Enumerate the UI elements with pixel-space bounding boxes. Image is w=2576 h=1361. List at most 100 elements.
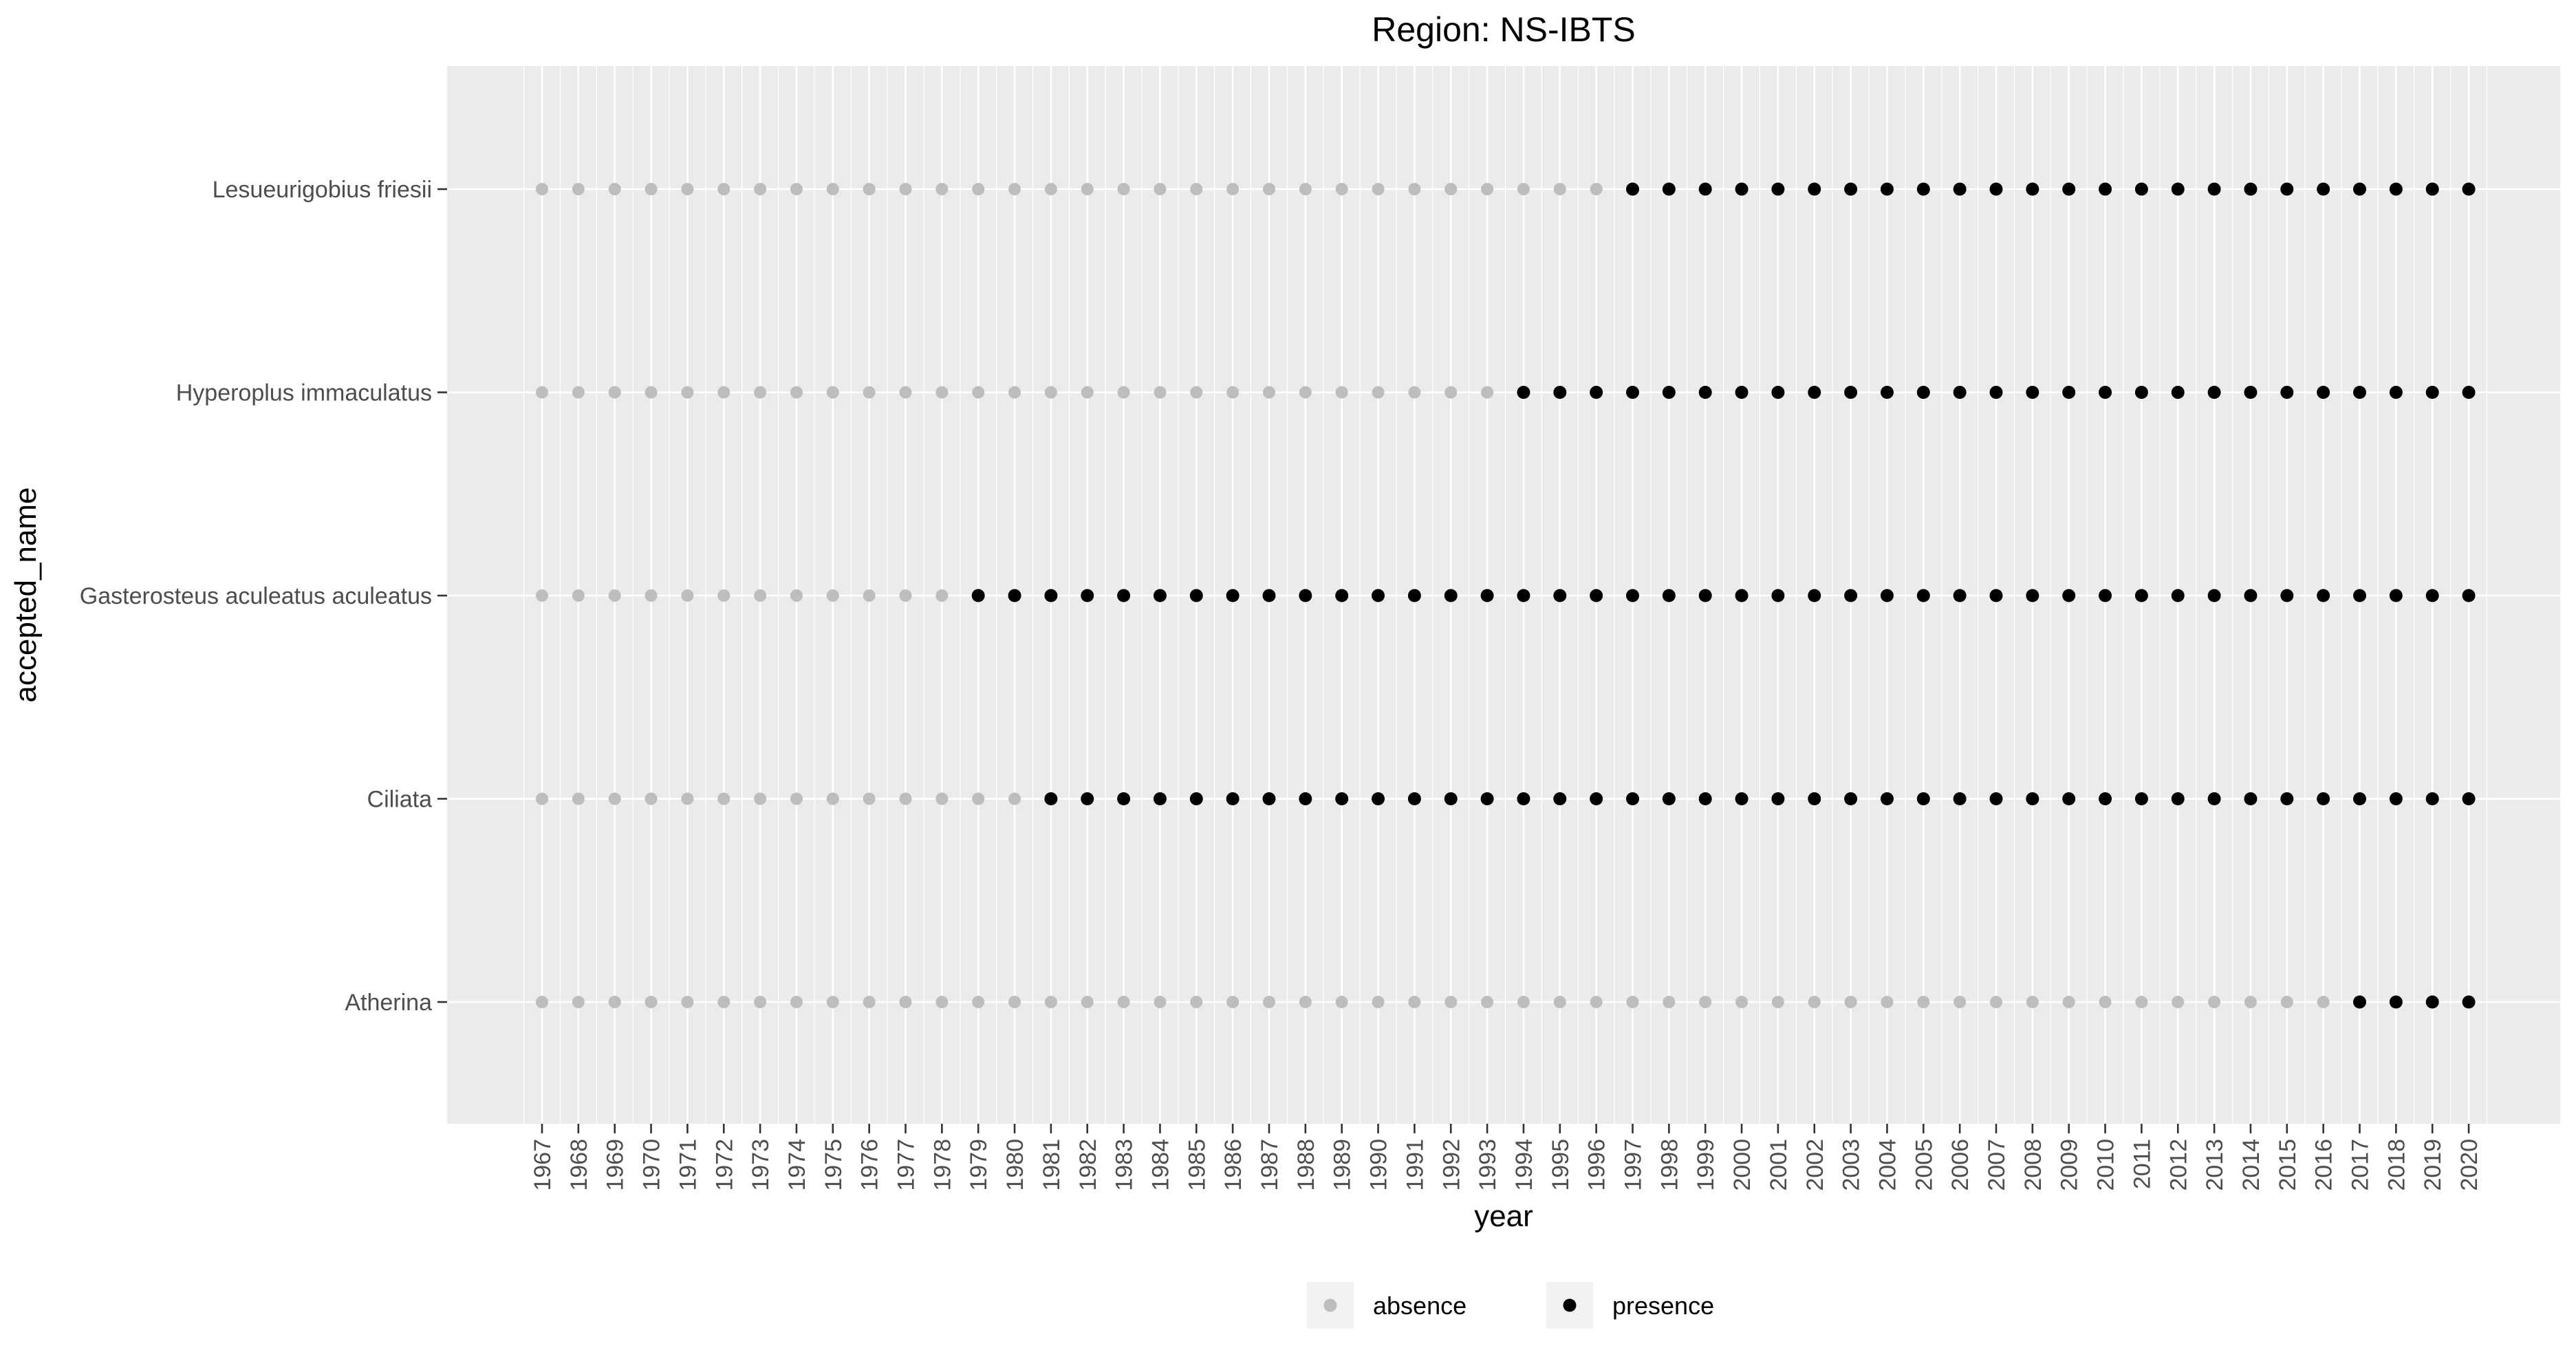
presence-point: Ciliata 1997: presence <box>1626 792 1639 805</box>
x-tick-label: 1992 <box>1438 1139 1464 1191</box>
absence-point: Ciliata 1968: absence <box>572 792 585 805</box>
presence-point: Gasterosteus aculeatus aculeatus 2006: p… <box>1953 589 1967 602</box>
presence-point: Gasterosteus aculeatus aculeatus 1985: p… <box>1189 589 1203 602</box>
absence-point: Gasterosteus aculeatus aculeatus 1969: a… <box>608 589 621 602</box>
y-tick-label: Ciliata <box>367 787 433 813</box>
absence-point: Atherina 1968: absence <box>572 996 585 1008</box>
presence-point: Gasterosteus aculeatus aculeatus 2012: p… <box>2171 589 2185 602</box>
x-tick-label: 2003 <box>1839 1139 1865 1191</box>
absence-point: Atherina 1991: absence <box>1408 996 1421 1008</box>
x-tick-label: 1984 <box>1147 1139 1173 1191</box>
absence-point: Lesueurigobius friesii 1973: absence <box>754 183 767 195</box>
absence-point: Hyperoplus immaculatus 1984: absence <box>1154 386 1167 399</box>
presence-point: Hyperoplus immaculatus 1994: presence <box>1517 386 1530 399</box>
absence-point: Atherina 1987: absence <box>1263 996 1275 1008</box>
presence-point: Hyperoplus immaculatus 2004: presence <box>1880 386 1894 399</box>
presence-point: Lesueurigobius friesii 2003: presence <box>1844 182 1858 196</box>
absence-point: Atherina 2002: absence <box>1808 996 1821 1008</box>
presence-point: Ciliata 2020: presence <box>2462 792 2476 805</box>
x-tick-label: 2015 <box>2275 1139 2301 1191</box>
presence-point: Lesueurigobius friesii 2019: presence <box>2425 182 2439 196</box>
absence-point: Atherina 2011: absence <box>2135 996 2148 1008</box>
presence-point: Hyperoplus immaculatus 2013: presence <box>2207 386 2221 399</box>
x-tick-label: 2000 <box>1729 1139 1755 1191</box>
legend-item-presence: presence <box>1546 1282 1714 1329</box>
absence-point: Lesueurigobius friesii 1984: absence <box>1154 183 1167 195</box>
presence-point: Ciliata 1989: presence <box>1335 792 1349 805</box>
x-tick-label: 2009 <box>2057 1139 2083 1191</box>
absence-point: Atherina 1984: absence <box>1154 996 1167 1008</box>
absence-point: Atherina 1973: absence <box>754 996 767 1008</box>
absence-point: Lesueurigobius friesii 1978: absence <box>935 183 949 195</box>
absence-point: Hyperoplus immaculatus 1974: absence <box>790 386 803 399</box>
absence-point: Hyperoplus immaculatus 1982: absence <box>1081 386 1094 399</box>
absence-point: Ciliata 1974: absence <box>790 792 803 805</box>
presence-point: Ciliata 1987: presence <box>1262 792 1276 805</box>
absence-point: Hyperoplus immaculatus 1987: absence <box>1263 386 1275 399</box>
y-tick-label: Gasterosteus aculeatus aculeatus <box>80 583 432 609</box>
x-tick-label: 2004 <box>1874 1139 1901 1191</box>
presence-point: Atherina 2019: presence <box>2425 995 2439 1009</box>
presence-point: Ciliata 2016: presence <box>2317 792 2330 805</box>
presence-point: Gasterosteus aculeatus aculeatus 2003: p… <box>1844 589 1858 602</box>
absence-point: Gasterosteus aculeatus aculeatus 1976: a… <box>863 589 876 602</box>
absence-point: Lesueurigobius friesii 1980: absence <box>1008 183 1021 195</box>
presence-point: Hyperoplus immaculatus 1997: presence <box>1626 386 1639 399</box>
absence-point: Lesueurigobius friesii 1996: absence <box>1590 183 1603 195</box>
absence-point: Gasterosteus aculeatus aculeatus 1968: a… <box>572 589 585 602</box>
y-tick-label: Atherina <box>345 990 432 1016</box>
presence-point: Gasterosteus aculeatus aculeatus 1999: p… <box>1698 589 1712 602</box>
x-tick-label: 1986 <box>1220 1139 1246 1191</box>
absence-point: Atherina 2004: absence <box>1881 996 1894 1008</box>
absence-point: Atherina 1995: absence <box>1553 996 1566 1008</box>
presence-point: Gasterosteus aculeatus aculeatus 2018: p… <box>2389 589 2403 602</box>
absence-point: Lesueurigobius friesii 1994: absence <box>1517 183 1530 195</box>
absence-point: Hyperoplus immaculatus 1971: absence <box>681 386 694 399</box>
absence-point: Atherina 1975: absence <box>826 996 839 1008</box>
presence-point: Hyperoplus immaculatus 2017: presence <box>2353 386 2366 399</box>
presence-point: Lesueurigobius friesii 2013: presence <box>2207 182 2221 196</box>
x-tick-label: 2008 <box>2020 1139 2046 1191</box>
absence-point: Lesueurigobius friesii 1985: absence <box>1190 183 1203 195</box>
absence-point: Ciliata 1970: absence <box>645 792 658 805</box>
absence-point: Hyperoplus immaculatus 1993: absence <box>1481 386 1494 399</box>
x-axis-ticks: 1967 1968 1969 1970 1971 1972 1973 1974 1975 1976… <box>530 1124 2482 1191</box>
x-tick-label: 2001 <box>1766 1139 1792 1191</box>
x-tick-label: 1988 <box>1293 1139 1319 1191</box>
absence-point: Hyperoplus immaculatus 1981: absence <box>1044 386 1057 399</box>
x-tick-label: 2006 <box>1947 1139 1973 1191</box>
presence-point: Gasterosteus aculeatus aculeatus 1988: p… <box>1299 589 1312 602</box>
absence-point: Ciliata 1972: absence <box>717 792 730 805</box>
x-tick-label: 1982 <box>1075 1139 1101 1191</box>
absence-point: Hyperoplus immaculatus 1978: absence <box>935 386 949 399</box>
presence-point: Lesueurigobius friesii 2004: presence <box>1880 182 1894 196</box>
presence-point: Gasterosteus aculeatus aculeatus 1998: p… <box>1662 589 1676 602</box>
presence-point: Gasterosteus aculeatus aculeatus 2002: p… <box>1808 589 1821 602</box>
absence-point: Lesueurigobius friesii 1993: absence <box>1481 183 1494 195</box>
presence-point: Lesueurigobius friesii 2016: presence <box>2317 182 2330 196</box>
absence-point: Atherina 2014: absence <box>2244 996 2257 1008</box>
presence-point: Lesueurigobius friesii 2015: presence <box>2280 182 2294 196</box>
presence-point: Gasterosteus aculeatus aculeatus 2016: p… <box>2317 589 2330 602</box>
x-tick-label: 2014 <box>2238 1139 2264 1191</box>
presence-point: Lesueurigobius friesii 2014: presence <box>2244 182 2258 196</box>
series-presence: Lesueurigobius friesii 1997: presence Les… <box>971 182 2476 1009</box>
absence-point: Lesueurigobius friesii 1987: absence <box>1263 183 1275 195</box>
presence-point: Lesueurigobius friesii 1999: presence <box>1698 182 1712 196</box>
legend-key-point <box>1323 1298 1337 1312</box>
absence-point: Lesueurigobius friesii 1970: absence <box>645 183 658 195</box>
presence-point: Hyperoplus immaculatus 2002: presence <box>1808 386 1821 399</box>
presence-point: Lesueurigobius friesii 2009: presence <box>2062 182 2076 196</box>
presence-point: Hyperoplus immaculatus 2019: presence <box>2425 386 2439 399</box>
absence-point: Hyperoplus immaculatus 1977: absence <box>899 386 912 399</box>
absence-point: Ciliata 1976: absence <box>863 792 876 805</box>
presence-point: Ciliata 2004: presence <box>1880 792 1894 805</box>
absence-point: Hyperoplus immaculatus 1989: absence <box>1335 386 1348 399</box>
y-axis-title: accepted_name <box>9 487 43 702</box>
presence-point: Hyperoplus immaculatus 1999: presence <box>1698 386 1712 399</box>
presence-point: Hyperoplus immaculatus 2018: presence <box>2389 386 2403 399</box>
absence-point: Hyperoplus immaculatus 1986: absence <box>1226 386 1240 399</box>
absence-point: Lesueurigobius friesii 1991: absence <box>1408 183 1421 195</box>
absence-point: Atherina 1978: absence <box>935 996 949 1008</box>
absence-point: Hyperoplus immaculatus 1979: absence <box>972 386 985 399</box>
